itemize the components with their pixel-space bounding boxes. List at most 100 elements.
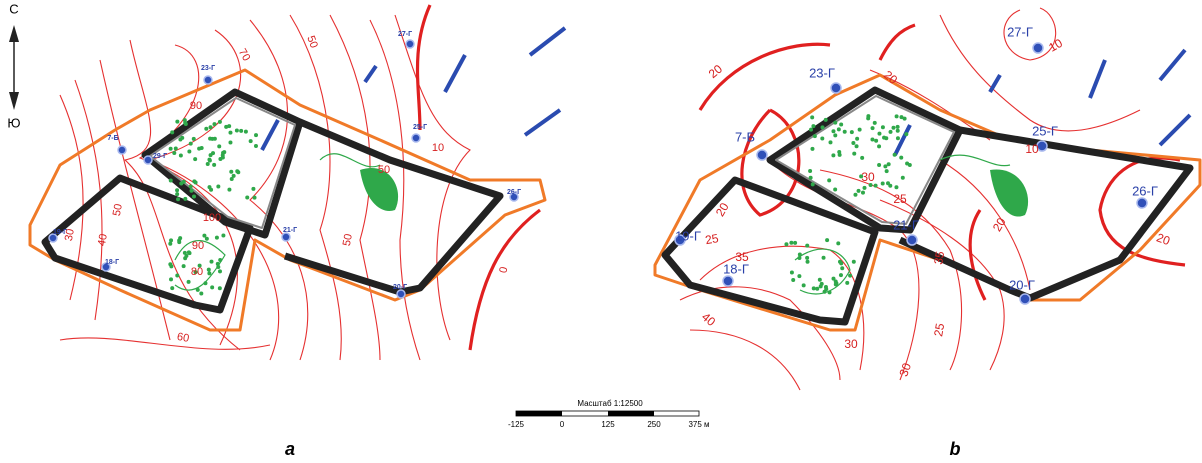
vegetation-dot bbox=[874, 184, 878, 188]
vegetation-dot bbox=[877, 144, 881, 148]
flow-arrow bbox=[1160, 50, 1185, 80]
vegetation-dot bbox=[224, 125, 228, 129]
contour-label: 30 bbox=[896, 361, 914, 379]
contour-label: 35 bbox=[735, 250, 749, 264]
scale-segment bbox=[608, 411, 654, 416]
flow-arrow bbox=[530, 28, 565, 55]
vegetation-dot bbox=[874, 139, 878, 143]
vegetation-dot bbox=[839, 261, 843, 265]
vegetation-dot bbox=[218, 269, 222, 273]
vegetation-dot bbox=[205, 237, 209, 241]
vegetation-dot bbox=[887, 162, 891, 166]
contour-label: 0 bbox=[497, 266, 510, 274]
vegetation-dot bbox=[202, 234, 206, 238]
vegetation-dot bbox=[199, 291, 203, 295]
vegetation-dot bbox=[819, 284, 823, 288]
contour bbox=[690, 330, 800, 390]
vegetation-dot bbox=[832, 277, 836, 281]
vegetation-dot bbox=[251, 187, 255, 191]
vegetation-dot bbox=[209, 188, 213, 192]
vegetation-dot bbox=[169, 147, 173, 151]
vegetation-dot bbox=[218, 258, 222, 262]
compass-tail bbox=[9, 92, 19, 110]
contour-label: 30 bbox=[861, 170, 875, 184]
vegetation-dot bbox=[177, 240, 181, 244]
vegetation-dot bbox=[187, 250, 191, 254]
panel-label: b bbox=[950, 439, 961, 459]
vegetation-dot bbox=[894, 185, 898, 189]
well-marker bbox=[757, 150, 767, 160]
vegetation-dot bbox=[883, 164, 887, 168]
panel-b: 27-Г23-Г7-Б25-Г26-Г21-Г18-Г20-Г19-Г10202… bbox=[655, 8, 1200, 390]
contour-label: 40 bbox=[96, 233, 110, 247]
vegetation-dot bbox=[169, 277, 173, 281]
contour-label: 30 bbox=[63, 228, 77, 242]
vegetation-dot bbox=[218, 286, 222, 290]
vegetation-dot bbox=[815, 287, 819, 291]
well-marker bbox=[907, 235, 917, 245]
vegetation-dot bbox=[187, 280, 191, 284]
vegetation-dot bbox=[249, 139, 253, 143]
vegetation-dot bbox=[784, 242, 788, 246]
well-label: 20-Г bbox=[1009, 277, 1035, 292]
contour-label: 25 bbox=[931, 322, 947, 338]
vegetation-dot bbox=[899, 156, 903, 160]
well-label: 25-Г bbox=[1032, 123, 1058, 138]
well-marker bbox=[723, 276, 733, 286]
vegetation-dot bbox=[855, 137, 859, 141]
vegetation-dot bbox=[848, 274, 852, 278]
vegetation-dot bbox=[170, 130, 174, 134]
contour-label: 40 bbox=[699, 310, 718, 330]
vegetation-dot bbox=[893, 153, 897, 157]
contour-bold bbox=[880, 25, 915, 60]
vegetation-dot bbox=[189, 189, 193, 193]
compass-south: Ю bbox=[7, 115, 20, 130]
well-label: 18-Г bbox=[105, 259, 119, 266]
vegetation-dot bbox=[221, 233, 225, 237]
vegetation-dot bbox=[853, 193, 857, 197]
compass-north: С bbox=[9, 1, 18, 16]
vegetation-dot bbox=[802, 283, 806, 287]
well-label: 27-Г bbox=[398, 31, 412, 38]
scale-bar: Масштаб 1:12500 bbox=[516, 399, 699, 416]
vegetation-dot bbox=[183, 197, 187, 201]
vegetation-dot bbox=[843, 130, 847, 134]
vegetation-dot bbox=[793, 241, 797, 245]
vegetation-dot bbox=[180, 136, 184, 140]
scale-label: 125 bbox=[601, 420, 615, 429]
vegetation-dot bbox=[806, 260, 810, 264]
contour bbox=[60, 338, 270, 349]
vegetation-dot bbox=[861, 191, 865, 195]
vegetation-dot bbox=[210, 260, 214, 264]
vegetation-dot bbox=[901, 176, 905, 180]
vegetation-dot bbox=[877, 132, 881, 136]
scale-label: 375 м bbox=[688, 420, 709, 429]
vegetation-dot bbox=[810, 115, 814, 119]
vegetation-dot bbox=[169, 238, 173, 242]
vegetation-dot bbox=[196, 288, 200, 292]
vegetation-dot bbox=[851, 141, 855, 145]
vegetation-dot bbox=[884, 136, 888, 140]
contour-label: 60 bbox=[176, 331, 190, 345]
vegetation-dot bbox=[189, 142, 193, 146]
vegetation-dot bbox=[827, 178, 831, 182]
well-marker bbox=[118, 146, 126, 154]
vegetation-dot bbox=[837, 127, 841, 131]
vegetation-dot bbox=[828, 140, 832, 144]
vegetation-dot bbox=[828, 290, 832, 294]
scale-label: 250 bbox=[647, 420, 661, 429]
well-label: 26-Г bbox=[1132, 183, 1158, 198]
flow-arrow bbox=[445, 55, 465, 92]
well-marker bbox=[412, 134, 420, 142]
scale-title: Масштаб 1:12500 bbox=[577, 399, 643, 408]
vegetation-dot bbox=[885, 169, 889, 173]
contour-label: 10 bbox=[1046, 36, 1065, 55]
vegetation-dot bbox=[227, 188, 231, 192]
vegetation-dot bbox=[903, 117, 907, 121]
vegetation-dot bbox=[212, 163, 216, 167]
vegetation-dot bbox=[235, 129, 239, 133]
contour-bold bbox=[418, 5, 431, 130]
vegetation-dot bbox=[217, 144, 221, 148]
vegetation-dot bbox=[228, 131, 232, 135]
scale-label: 0 bbox=[560, 420, 565, 429]
